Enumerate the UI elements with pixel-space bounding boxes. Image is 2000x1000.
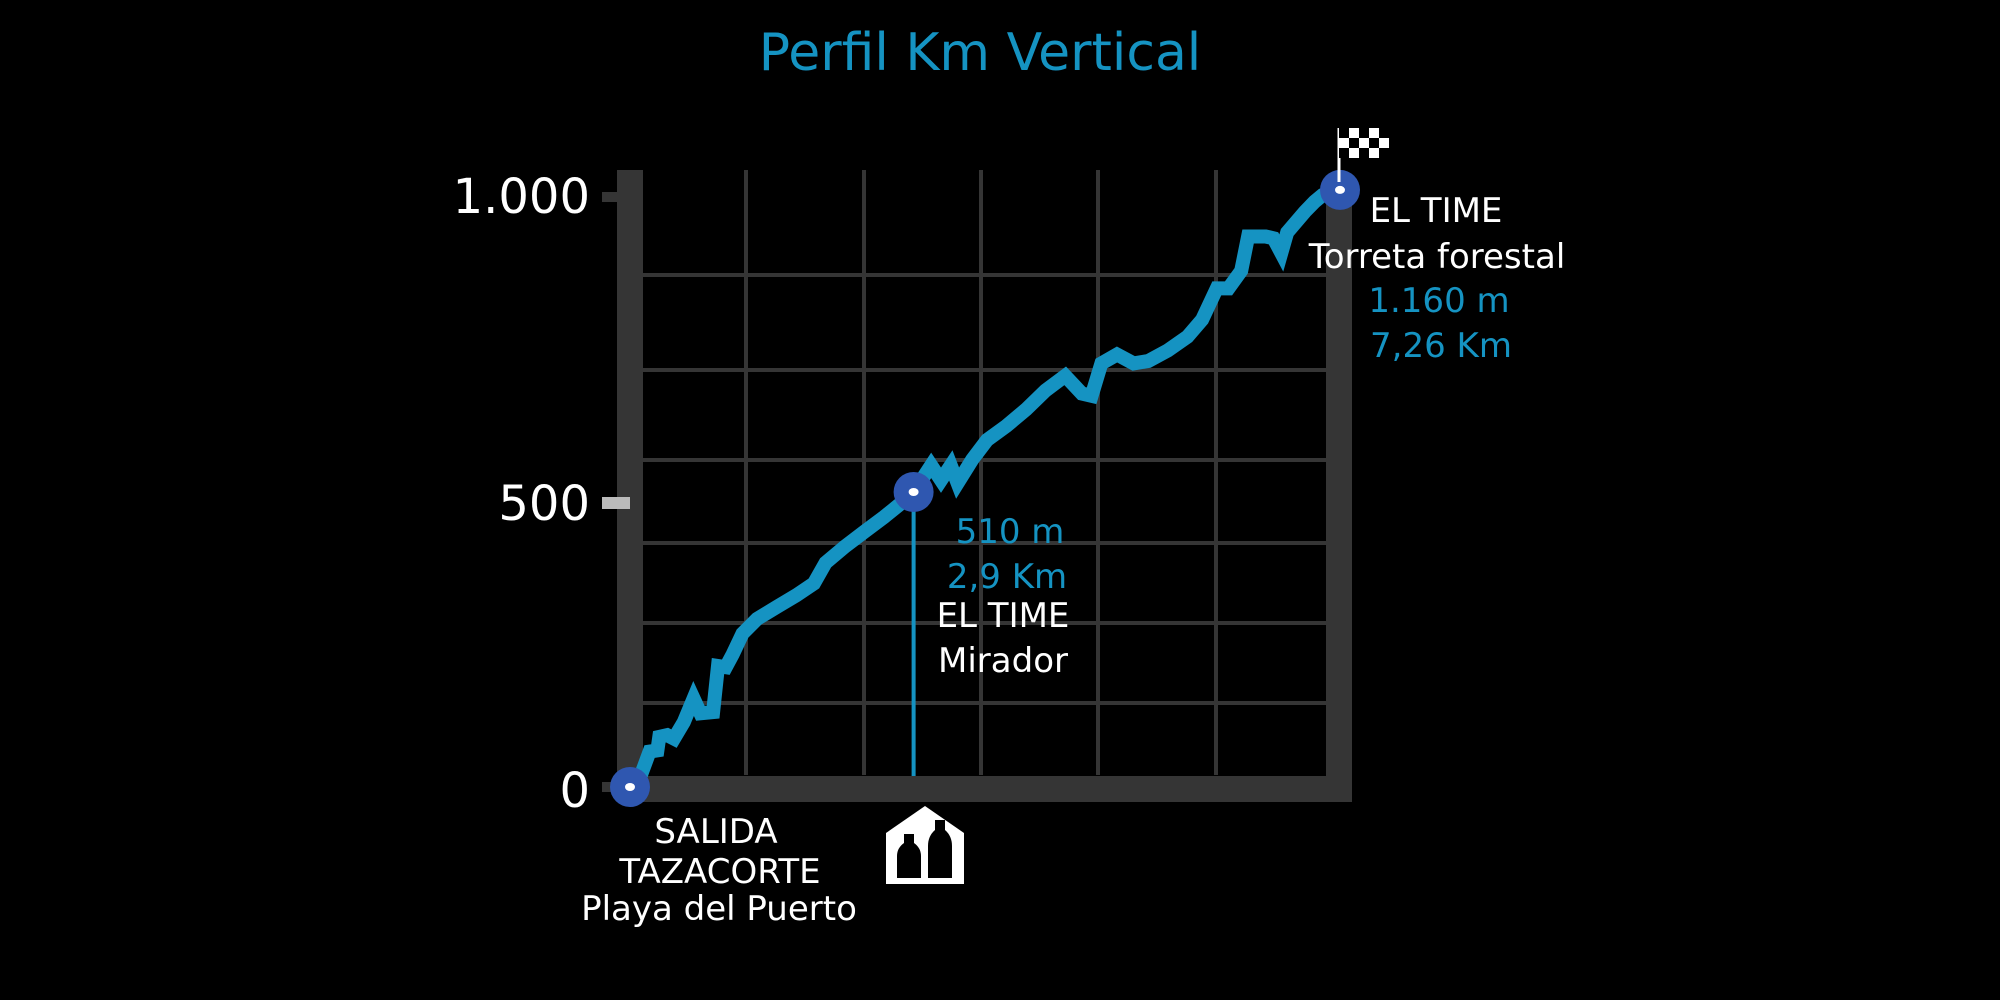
start-label-line2: TAZACORTE <box>618 852 820 892</box>
finish-distance: 7,26 Km <box>1370 326 1512 366</box>
start-label-line3: Playa del Puerto <box>581 889 857 929</box>
waypoint-marker-2 <box>1320 169 1360 210</box>
waypoint-dot <box>908 488 919 496</box>
bottle-small <box>897 834 921 878</box>
tick-mark-500 <box>602 497 630 509</box>
waypoint-marker-0 <box>610 767 650 807</box>
chart-title: Perfil Km Vertical <box>759 23 1202 83</box>
mirador-altitude: 510 m <box>956 512 1065 552</box>
y-tick-label-0: 0 <box>559 763 590 819</box>
mirador-label-line1: EL TIME <box>937 596 1070 636</box>
tick-mark-1000 <box>602 192 620 202</box>
finish-label-line2: Torreta forestal <box>1308 237 1566 277</box>
elevation-profile-line <box>625 183 1343 793</box>
waypoint-marker-1 <box>893 472 934 512</box>
mirador-distance: 2,9 Km <box>947 557 1067 597</box>
y-tick-label-500: 500 <box>498 476 590 532</box>
checkered-flag-icon <box>1337 128 1389 182</box>
finish-altitude: 1.160 m <box>1368 281 1509 321</box>
x-axis-bar <box>617 776 1352 802</box>
waypoint-dot <box>1335 185 1345 194</box>
waypoint-markers <box>610 169 1360 807</box>
grid <box>640 170 1330 775</box>
right-frame-bar <box>1326 190 1352 802</box>
water-bottles-icon <box>886 806 964 884</box>
waypoint-dot <box>625 783 635 791</box>
y-axis-bar <box>617 170 643 802</box>
bottle-large <box>928 820 952 878</box>
chart-frame <box>602 170 1352 802</box>
start-label-line1: SALIDA <box>654 812 777 852</box>
mirador-label-line2: Mirador <box>938 641 1068 681</box>
finish-label-line1: EL TIME <box>1370 191 1503 231</box>
y-tick-label-1000: 1.000 <box>453 169 590 225</box>
